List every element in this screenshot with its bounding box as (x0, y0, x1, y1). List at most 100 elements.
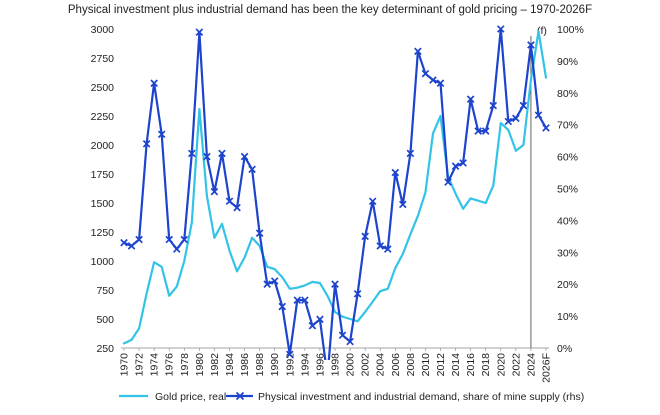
data-point-marker (338, 331, 347, 340)
x-tick-label: 1974 (149, 353, 161, 377)
legend-marker-x-icon (235, 391, 245, 401)
right-axis: 0% 10% 20% 30% 40% 50% 60% 70% 80% 90% 100% (557, 24, 584, 355)
data-point-marker (120, 238, 128, 247)
data-point-marker (316, 315, 324, 324)
data-point-marker (383, 245, 392, 253)
y-tick-label-left: 750 (96, 285, 114, 297)
x-tick-label: 2026F (541, 353, 553, 383)
data-point-marker (157, 130, 166, 139)
data-point-marker (406, 149, 415, 158)
data-point-marker (240, 152, 249, 161)
data-point-marker (203, 152, 211, 161)
data-point-marker (399, 200, 407, 209)
x-tick-label: 1990 (269, 353, 281, 377)
x-tick-label: 1972 (134, 353, 146, 377)
legend-item-physical-investment: Physical investment and industrial deman… (226, 391, 584, 403)
data-point-marker (195, 28, 204, 36)
x-tick-label: 1994 (299, 353, 311, 377)
data-point-marker (331, 280, 339, 289)
y-tick-label-right: 0% (557, 343, 572, 355)
y-tick-label-left: 2500 (91, 82, 115, 94)
data-point-marker (188, 149, 196, 158)
data-point-marker (368, 197, 377, 206)
y-tick-label-left: 1250 (91, 227, 115, 239)
x-tick-label: 2000 (345, 353, 357, 377)
y-tick-label-left: 2000 (91, 140, 115, 152)
data-point-marker (270, 277, 279, 285)
data-point-marker (293, 296, 302, 304)
x-tick-label: 1982 (209, 353, 221, 377)
x-tick-label: 2022 (510, 353, 522, 377)
x-tick-label: 1984 (224, 353, 236, 377)
data-point-marker (496, 25, 505, 33)
data-point-marker (165, 235, 174, 244)
x-tick-label: 1970 (119, 353, 131, 377)
data-point-marker (474, 127, 482, 135)
x-tick-label: 2006 (390, 353, 402, 377)
x-tick-label: 2008 (405, 353, 417, 377)
x-tick-label: 1988 (254, 353, 266, 377)
data-point-marker (414, 47, 422, 56)
x-tick-label: 1996 (314, 353, 326, 377)
data-point-marker (308, 321, 317, 330)
data-point-marker (127, 242, 136, 250)
data-point-marker (172, 245, 181, 253)
y-tick-label-left: 2750 (91, 53, 115, 65)
x-tick-label: 2002 (360, 353, 372, 377)
data-point-marker (150, 79, 158, 88)
data-point-marker (180, 235, 189, 244)
x-tick-label: 1978 (179, 353, 191, 377)
data-point-marker (421, 69, 430, 78)
data-point-marker (248, 165, 256, 174)
y-tick-label-right: 60% (557, 152, 578, 164)
data-point-marker (519, 101, 528, 110)
x-axis: 1970 1972 1974 1976 1978 1980 1982 1984 1986 1988… (119, 348, 553, 383)
left-axis: 250 500 750 1000 1250 1500 1750 2000 2250 2500 275… (91, 24, 115, 355)
data-point-marker (444, 178, 452, 186)
legend-item-gold-price: Gold price, real (119, 391, 226, 403)
data-point-marker (459, 159, 467, 167)
x-tick-label: 1992 (284, 353, 296, 377)
data-point-marker (451, 162, 460, 170)
y-tick-label-left: 250 (96, 343, 114, 355)
x-tick-label: 1986 (239, 353, 251, 377)
x-tick-label: 2020 (495, 353, 507, 377)
x-tick-label: 2014 (450, 353, 462, 377)
y-tick-label-right: 50% (557, 184, 578, 196)
x-tick-label: 2024 (525, 353, 537, 377)
data-point-marker (225, 197, 234, 206)
data-point-marker (263, 280, 271, 289)
data-point-marker (233, 203, 241, 212)
data-point-marker (429, 76, 437, 84)
x-tick-label: 1998 (330, 353, 342, 377)
data-point-marker (489, 101, 498, 110)
data-point-marker (527, 41, 535, 49)
y-tick-label-right: 80% (557, 88, 578, 100)
y-tick-label-left: 1000 (91, 256, 115, 268)
data-point-marker (481, 127, 490, 135)
x-tick-label: 1976 (164, 353, 176, 377)
y-tick-label-left: 500 (96, 314, 114, 326)
data-point-marker (376, 242, 385, 250)
y-tick-label-right: 20% (557, 279, 578, 291)
data-point-marker (361, 232, 369, 241)
data-point-marker (285, 350, 294, 359)
data-point-marker (391, 168, 400, 177)
data-point-marker (301, 296, 309, 304)
legend: Gold price, real Physical investment and… (119, 391, 584, 403)
y-tick-label-right: 90% (557, 56, 578, 68)
data-point-marker (142, 140, 151, 148)
data-point-marker (534, 111, 543, 119)
data-point-marker (353, 289, 362, 298)
data-point-marker (346, 337, 354, 346)
y-tick-label-right: 10% (557, 311, 578, 323)
x-tick-label: 2016 (465, 353, 477, 377)
y-tick-label-left: 2250 (91, 111, 115, 123)
forecast-label: (f) (537, 25, 547, 37)
y-tick-label-left: 1750 (91, 169, 115, 181)
data-point-marker (135, 235, 143, 244)
x-tick-label: 2010 (420, 353, 432, 377)
data-point-marker (466, 95, 475, 103)
data-point-marker (278, 302, 287, 311)
